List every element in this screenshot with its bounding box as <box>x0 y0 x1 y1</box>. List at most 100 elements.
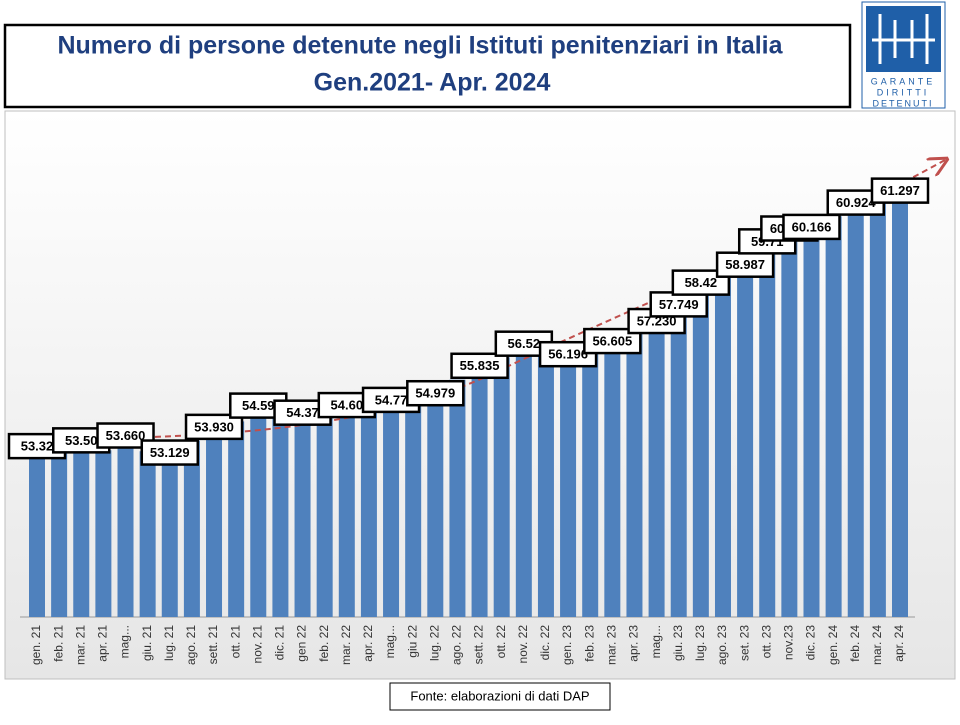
x-tick-label: gen. 24 <box>826 625 840 665</box>
x-tick-label: dic. 22 <box>538 625 552 661</box>
bar <box>670 304 687 617</box>
bar <box>869 200 886 617</box>
logo-symbol <box>872 14 935 64</box>
data-label: 54.60 <box>331 398 364 413</box>
data-label: 56.605 <box>592 334 632 349</box>
data-label: 60.924 <box>836 195 877 210</box>
x-tick-label: lug. 23 <box>693 625 707 661</box>
bar <box>427 393 444 617</box>
data-label-box <box>184 413 244 441</box>
data-label: 57.749 <box>659 297 699 312</box>
x-tick-label: mag... <box>118 625 132 658</box>
x-tick-label: ago. 21 <box>184 625 198 665</box>
data-label: 56.196 <box>548 347 588 362</box>
bar <box>73 440 90 617</box>
bar <box>183 440 200 617</box>
x-tick-label: nov. 22 <box>516 625 530 664</box>
bar <box>383 399 400 617</box>
data-label-box <box>782 213 841 241</box>
x-tick-label: mag... <box>383 625 397 658</box>
x-tick-label: nov. 21 <box>250 625 264 664</box>
data-label: 58.42 <box>685 275 718 290</box>
x-tick-label: giu 22 <box>405 625 419 658</box>
x-tick-label: apr. 23 <box>627 625 641 662</box>
bar <box>604 341 621 617</box>
data-label: 61.297 <box>880 183 920 198</box>
bar <box>471 365 488 617</box>
bar <box>29 446 45 617</box>
data-label: 60.166 <box>792 219 832 234</box>
x-tick-label: sett. 21 <box>206 625 220 665</box>
bar <box>294 412 311 617</box>
bar <box>360 405 377 617</box>
logo-text: GARANTE <box>871 76 936 86</box>
bar <box>781 228 798 617</box>
bar <box>626 328 643 617</box>
bar <box>95 450 112 617</box>
bar <box>803 226 820 618</box>
logo-text: DETENUTI <box>873 98 934 108</box>
data-label: 53.50 <box>65 433 98 448</box>
x-tick-label: mag... <box>649 625 663 658</box>
bar <box>714 273 731 617</box>
data-label-box <box>450 352 509 380</box>
x-tick-label: apr. 21 <box>96 625 110 662</box>
x-tick-label: feb. 24 <box>848 625 862 662</box>
data-label: 53.930 <box>194 419 234 434</box>
data-label-box <box>870 177 930 204</box>
bar <box>515 343 532 617</box>
x-tick-label: mar. 23 <box>605 625 619 665</box>
bar <box>648 321 665 617</box>
bar <box>692 282 709 617</box>
data-label: 54.979 <box>415 386 455 401</box>
x-tick-label: giu. 23 <box>671 625 685 661</box>
bar <box>493 357 510 617</box>
bar <box>117 435 134 617</box>
bar <box>892 190 908 617</box>
x-tick-label: gen. 23 <box>560 625 574 665</box>
x-tick-label: mar. 24 <box>870 625 884 665</box>
data-label-box <box>406 379 465 407</box>
bar <box>825 216 842 617</box>
x-tick-label: mar. 22 <box>339 625 353 665</box>
bar <box>405 393 422 617</box>
data-label: 54.77 <box>375 392 408 407</box>
x-tick-label: lug. 21 <box>162 625 176 661</box>
x-tick-label: ago. 23 <box>715 625 729 665</box>
data-label: 53.129 <box>150 445 190 460</box>
bar <box>139 451 156 617</box>
x-tick-label: ott. 21 <box>228 625 242 659</box>
x-tick-label: giu. 21 <box>140 625 154 661</box>
x-tick-label: nov.23 <box>782 625 796 660</box>
bar <box>51 433 68 617</box>
bar <box>206 426 223 617</box>
x-tick-label: ago. 22 <box>450 625 464 665</box>
bar <box>338 405 355 617</box>
source-box <box>389 682 611 711</box>
title-box <box>3 23 852 109</box>
x-tick-label: ott. 23 <box>759 625 773 659</box>
bar <box>316 402 333 617</box>
bar <box>759 241 776 617</box>
bar <box>161 452 178 617</box>
data-label: 56.52 <box>508 336 541 351</box>
x-tick-label: ott. 22 <box>494 625 508 659</box>
data-label-box <box>649 291 708 318</box>
data-label-box <box>140 439 200 466</box>
data-label: 55.835 <box>460 358 500 373</box>
x-tick-label: mar. 21 <box>73 625 87 665</box>
x-tick-label: gen 22 <box>295 625 309 662</box>
x-tick-label: apr. 24 <box>892 625 906 662</box>
bar <box>847 202 864 617</box>
x-tick-label: dic. 21 <box>273 625 287 661</box>
chart-subtitle: Gen.2021- Apr. 2024 <box>314 69 551 97</box>
x-tick-label: feb. 23 <box>582 625 596 662</box>
data-label-box <box>671 269 731 296</box>
bar <box>737 264 754 617</box>
x-tick-label: sett. 22 <box>472 625 486 665</box>
source: Fonte: elaborazioni di dati DAP <box>410 688 589 703</box>
bar <box>560 354 577 617</box>
data-label: 58.987 <box>725 257 765 272</box>
data-label: 54.37 <box>286 405 319 420</box>
